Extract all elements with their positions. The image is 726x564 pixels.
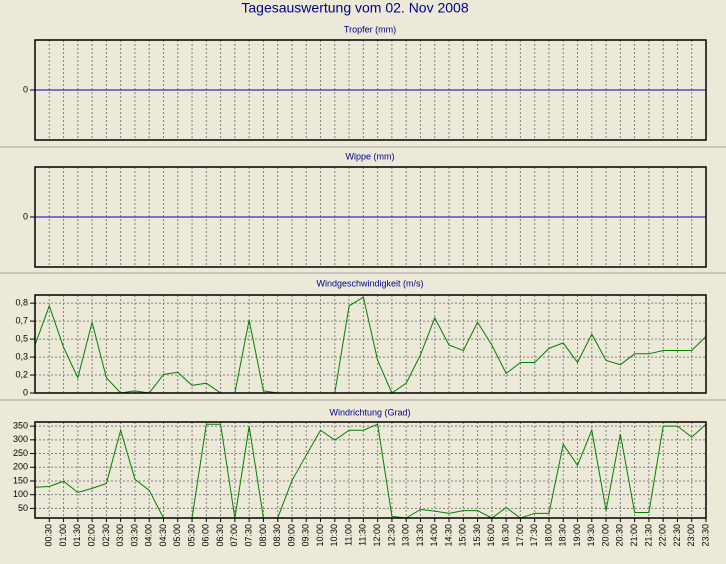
y-tick-label: 200 [13,462,28,472]
x-tick-label: 17:00 [515,524,525,547]
plot-area [35,422,706,518]
panel-title: Tropfer (mm) [344,24,396,34]
x-tick-label: 07:00 [229,524,239,547]
y-tick-label: 150 [13,475,28,485]
x-tick-label: 23:00 [686,524,696,547]
y-tick-label: 0,5 [15,333,28,343]
y-tick-label: 0,2 [15,369,28,379]
x-tick-label: 17:30 [529,524,539,547]
panel-title: Windrichtung (Grad) [329,407,410,417]
y-tick-label: 350 [13,420,28,430]
x-tick-label: 04:30 [158,524,168,547]
x-tick-label: 14:30 [443,524,453,547]
y-tick-label: 0,8 [15,298,28,308]
x-tick-label: 13:00 [401,524,411,547]
x-tick-label: 10:30 [329,524,339,547]
x-tick-label: 08:30 [272,524,282,547]
x-tick-label: 09:00 [286,524,296,547]
x-tick-label: 18:30 [558,524,568,547]
x-tick-label: 21:30 [643,524,653,547]
y-tick-label: 50 [18,503,28,513]
y-tick-label: 250 [13,448,28,458]
x-tick-label: 12:30 [386,524,396,547]
x-tick-label: 15:00 [458,524,468,547]
x-tick-label: 11:00 [343,524,353,546]
plot-border [34,294,707,394]
plot-area [35,295,706,393]
x-tick-label: 06:30 [215,524,225,547]
y-tick-label: 0 [23,84,28,94]
x-tick-label: 09:30 [301,524,311,547]
x-tick-label: 10:00 [315,524,325,547]
y-tick-label: 300 [13,434,28,444]
y-tick-label: 0,3 [15,351,28,361]
x-tick-label: 01:00 [58,524,68,547]
x-tick-label: 08:00 [258,524,268,547]
x-tick-label: 01:30 [72,524,82,547]
x-tick-label: 13:30 [415,524,425,547]
x-tick-label: 20:30 [615,524,625,547]
x-tick-label: 02:00 [86,524,96,547]
plot-border [34,166,707,268]
x-tick-label: 16:30 [501,524,511,547]
x-tick-label: 04:00 [144,524,154,547]
panel-title: Wippe (mm) [346,151,395,161]
x-tick-label: 23:30 [700,524,710,547]
x-tick-label: 22:30 [672,524,682,547]
y-tick-label: 100 [13,489,28,499]
y-tick-label: 0,7 [15,316,28,326]
x-tick-label: 18:00 [543,524,553,547]
x-tick-label: 20:00 [600,524,610,547]
plot-border [34,421,707,519]
x-tick-label: 02:30 [101,524,111,547]
x-tick-label: 03:00 [115,524,125,547]
x-tick-label: 19:00 [572,524,582,547]
data-line [34,423,707,519]
plot-border [34,39,707,141]
x-tick-label: 05:30 [186,524,196,547]
x-tick-label: 21:00 [629,524,639,547]
x-tick-label: 03:30 [129,524,139,547]
panel-title: Windgeschwindigkeit (m/s) [316,278,423,288]
chart-title: Tagesauswertung vom 02. Nov 2008 [241,0,468,16]
x-tick-label: 19:30 [586,524,596,547]
x-tick-label: 22:00 [658,524,668,547]
x-tick-label: 05:00 [172,524,182,547]
x-tick-label: 06:00 [201,524,211,547]
x-tick-label: 07:30 [244,524,254,547]
y-tick-label: 0 [23,211,28,221]
y-tick-label: 0 [23,387,28,397]
x-tick-label: 15:30 [472,524,482,547]
x-tick-label: 14:00 [429,524,439,547]
x-tick-label: 11:30 [358,524,368,546]
x-tick-label: 00:30 [44,524,54,547]
x-tick-label: 12:00 [372,524,382,547]
x-tick-label: 16:00 [486,524,496,547]
